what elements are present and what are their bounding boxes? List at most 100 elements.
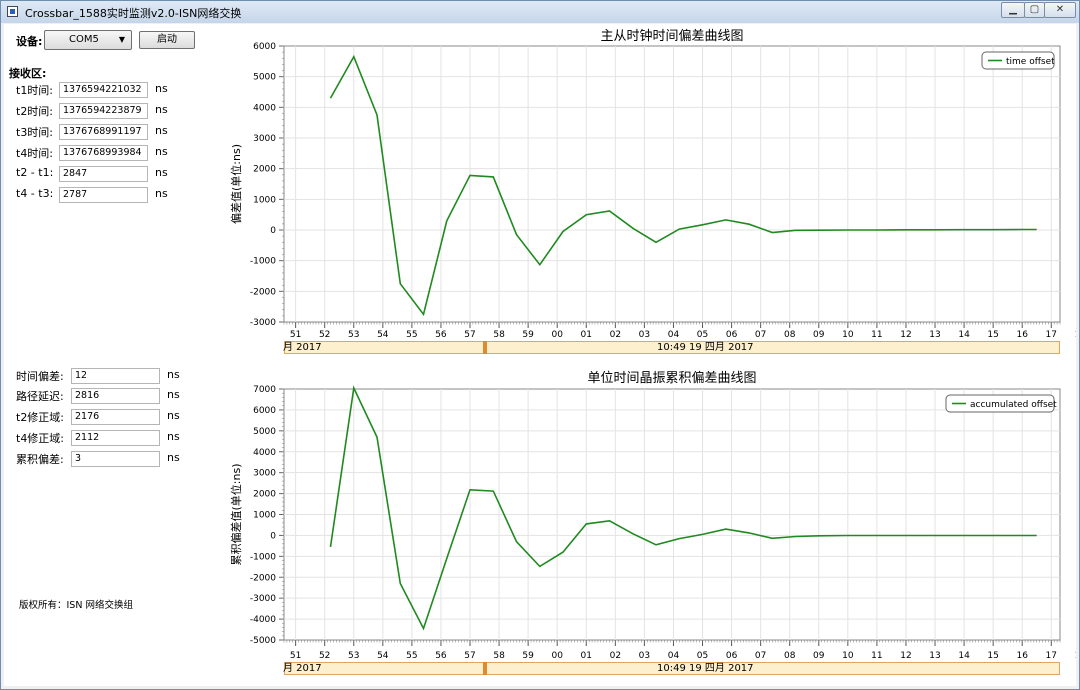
t1-unit: ns <box>155 82 168 95</box>
chart1-y-tick-label: 3000 <box>253 134 276 144</box>
chart2-x-tick-label: 02 <box>610 651 621 661</box>
t2-label: t2时间: <box>16 105 54 118</box>
t2-t1-field[interactable]: 2847 <box>59 166 148 182</box>
app-icon <box>7 6 18 17</box>
t2-field[interactable]: 1376594223879 <box>59 103 148 119</box>
chart1-y-tick-label: -3000 <box>250 318 276 328</box>
chart1-x-tick-label: 14 <box>958 330 970 340</box>
chart1-y-tick-label: 0 <box>270 226 276 236</box>
chart1-x-tick-label: 54 <box>377 330 389 340</box>
chart1-legend-box <box>981 51 1055 70</box>
time-bar-left-label-2: 月 2017 <box>283 663 322 674</box>
time-scrollbar-2[interactable]: 月 2017 10:49 19 四月 2017 <box>283 662 1060 675</box>
receive-section-label: 接收区: <box>9 67 47 80</box>
chevron-down-icon: ▼ <box>118 35 125 44</box>
chart2-y-tick-label: 6000 <box>253 406 276 416</box>
chart2-y-tick-label: 3000 <box>253 469 276 479</box>
chart2-x-tick-label: 55 <box>406 651 417 661</box>
chart2-x-tick-label: 08 <box>784 651 796 661</box>
t4-t3-unit: ns <box>155 187 168 200</box>
minimize-button[interactable]: ▁ <box>1001 2 1025 18</box>
chart2-y-axis-label: 累积偏差值(单位:ns) <box>229 464 243 566</box>
chart2-y-tick-label: -2000 <box>250 573 276 583</box>
chart2-x-tick-label: 57 <box>464 651 475 661</box>
accumulated-offset-field[interactable]: 3 <box>71 451 160 467</box>
chart1-x-tick-label: 10 <box>842 330 854 340</box>
time-offset-field[interactable]: 12 <box>71 368 160 384</box>
chart1-x-tick-label: 05 <box>697 330 708 340</box>
copyright-text: 版权所有：ISN 网络交换组 <box>19 600 133 611</box>
chart2-x-tick-label: 14 <box>958 651 970 661</box>
t1-field[interactable]: 1376594221032 <box>59 82 148 98</box>
chart1-x-tick-label: 58 <box>493 330 505 340</box>
chart2-series-line <box>329 385 1037 631</box>
chart2-x-tick-label: 51 <box>290 651 301 661</box>
chart1-x-tick-label: 56 <box>435 330 447 340</box>
path-delay-field[interactable]: 2816 <box>71 388 160 404</box>
chart1-x-tick-label: 09 <box>813 330 825 340</box>
time-offset-label: 时间偏差: <box>16 370 64 383</box>
time-bar-left-label-1: 月 2017 <box>283 342 322 353</box>
time-scrollbar-1[interactable]: 月 2017 10:49 19 四月 2017 <box>283 341 1060 354</box>
t4-t3-field[interactable]: 2787 <box>59 187 148 203</box>
chart2-legend-label: accumulated offset <box>970 400 1057 410</box>
chart2-x-tick-label: 10 <box>842 651 854 661</box>
chart2-x-tick-label: 54 <box>377 651 389 661</box>
minimize-icon: ▁ <box>1009 4 1017 15</box>
chart1-x-tick-label: 08 <box>784 330 796 340</box>
chart2-y-tick-label: 5000 <box>253 427 276 437</box>
chart2-x-tick-label: 06 <box>726 651 738 661</box>
chart1-x-tick-label: 17 <box>1046 330 1057 340</box>
chart1-y-tick-label: 4000 <box>253 103 276 113</box>
chart1-x-tick-label: 01 <box>581 330 592 340</box>
t3-unit: ns <box>155 124 168 137</box>
time-scrollbar-thumb-2[interactable] <box>483 662 487 675</box>
chart1-series-line <box>329 54 1037 317</box>
chart1-legend-label: time offset <box>1006 57 1055 67</box>
t2-correction-unit: ns <box>167 409 180 422</box>
t4-correction-field[interactable]: 2112 <box>71 430 160 446</box>
chart1-x-tick-label: 57 <box>464 330 475 340</box>
chart2-y-tick-label: 4000 <box>253 448 276 458</box>
accumulated-offset-label: 累积偏差: <box>16 453 64 466</box>
t2-t1-label: t2 - t1: <box>16 166 54 179</box>
chart2-y-tick-label: -5000 <box>250 636 276 646</box>
t2-t1-unit: ns <box>155 166 168 179</box>
chart1-y-tick-label: 1000 <box>253 195 276 205</box>
device-select[interactable]: COM5 ▼ <box>44 30 132 50</box>
start-button[interactable]: 启动 <box>139 31 195 49</box>
t3-field[interactable]: 1376768991197 <box>59 124 148 140</box>
device-select-value: COM5 <box>69 34 99 45</box>
t4-correction-label: t4修正域: <box>16 432 65 445</box>
close-icon: ✕ <box>1055 4 1065 15</box>
charts-canvas: 6000500040003000200010000-1000-2000-3000… <box>229 28 1076 661</box>
chart2-x-tick-label: 17 <box>1046 651 1057 661</box>
chart1-x-tick-label: 59 <box>522 330 534 340</box>
chart1-x-tick-label: 02 <box>610 330 621 340</box>
chart1-x-tick-label: 51 <box>290 330 301 340</box>
path-delay-label: 路径延迟: <box>16 390 64 403</box>
chart2-x-tick-label: 16 <box>1016 651 1028 661</box>
chart2-y-tick-label: -1000 <box>250 552 276 562</box>
chart1-x-tick-label: 15 <box>987 330 998 340</box>
t4-field[interactable]: 1376768993984 <box>59 145 148 161</box>
close-button[interactable]: ✕ <box>1044 2 1076 18</box>
chart2-legend-box <box>945 394 1055 413</box>
chart1-y-tick-label: -2000 <box>250 287 276 297</box>
t2-correction-field[interactable]: 2176 <box>71 409 160 425</box>
chart2-x-tick-label: 58 <box>493 651 505 661</box>
chart2-y-tick-label: 2000 <box>253 490 276 500</box>
chart1-x-tick-label: 18 <box>1075 330 1076 340</box>
chart1-x-tick-label: 00 <box>551 330 563 340</box>
chart1-x-tick-label: 13 <box>929 330 940 340</box>
t4-label: t4时间: <box>16 147 54 160</box>
t4-correction-unit: ns <box>167 430 180 443</box>
time-scrollbar-thumb-1[interactable] <box>483 341 487 354</box>
chart2-y-tick-label: 0 <box>270 531 276 541</box>
t2-correction-label: t2修正域: <box>16 411 65 424</box>
chart1-x-tick-label: 52 <box>319 330 330 340</box>
title-bar[interactable]: Crossbar_1588实时监测v2.0-ISN网络交换 ▁ ▢ ✕ <box>1 1 1079 23</box>
maximize-button[interactable]: ▢ <box>1024 2 1045 18</box>
device-label: 设备: <box>16 35 43 48</box>
